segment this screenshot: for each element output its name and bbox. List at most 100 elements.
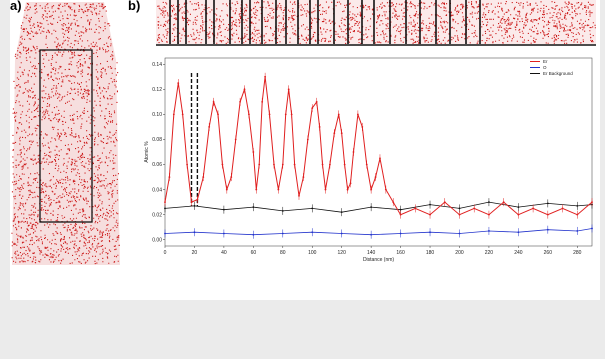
series-0-point-62 bbox=[488, 213, 490, 216]
strip-dot-cloud bbox=[157, 1, 596, 44]
series-0-point-14 bbox=[230, 176, 233, 178]
series-0-point-28 bbox=[284, 113, 287, 116]
y-tick-label-4: 0.08 bbox=[152, 137, 162, 143]
series-0-point-34 bbox=[306, 138, 309, 141]
x-tick-label-7: 140 bbox=[367, 250, 376, 256]
region-of-interest-box bbox=[39, 49, 93, 223]
series-0-point-7 bbox=[196, 198, 199, 201]
series-0-point-33 bbox=[302, 176, 305, 178]
legend-label-1: O bbox=[543, 65, 547, 70]
x-tick-label-6: 120 bbox=[338, 250, 347, 256]
series-0-point-42 bbox=[337, 113, 340, 116]
series-2-point-13 bbox=[546, 202, 549, 205]
series-0-point-22 bbox=[261, 100, 264, 103]
chart-axes: 0 20 40 60 80 100 120 140 160 180 200 220 240 260 280 0… bbox=[144, 57, 593, 263]
series-0-point-15 bbox=[234, 138, 237, 141]
series-0-point-8 bbox=[202, 176, 205, 178]
series-2-point-10 bbox=[458, 207, 461, 210]
series-0-point-10 bbox=[212, 100, 215, 103]
series-0-point-47 bbox=[352, 151, 355, 153]
series-2-point-0 bbox=[164, 207, 166, 210]
series-0-point-18 bbox=[248, 113, 250, 116]
y-tick-label-5: 0.10 bbox=[152, 112, 162, 118]
series-0-point-54 bbox=[384, 188, 387, 191]
series-0-point-53 bbox=[379, 157, 381, 160]
x-axis-title: Distance (nm) bbox=[363, 257, 394, 263]
x-tick-label-0: 0 bbox=[164, 250, 167, 256]
panel-a-label: a) bbox=[10, 0, 22, 13]
series-0-point-38 bbox=[321, 163, 324, 166]
series-0-point-43 bbox=[340, 132, 343, 135]
x-tick-label-4: 80 bbox=[280, 250, 286, 256]
series-0-point-36 bbox=[315, 100, 318, 103]
series-0-point-17 bbox=[243, 88, 246, 91]
atom-map-reconstruction bbox=[11, 2, 120, 265]
series-0-point-0 bbox=[164, 201, 166, 204]
series-line-1 bbox=[164, 228, 593, 236]
series-0-point-9 bbox=[208, 126, 211, 128]
series-0-point-4 bbox=[181, 113, 184, 116]
series-0-point-55 bbox=[392, 201, 395, 204]
series-2-point-14 bbox=[576, 204, 579, 207]
series-0-point-41 bbox=[333, 132, 336, 135]
series-0-point-45 bbox=[346, 188, 349, 191]
series-0-point-2 bbox=[172, 113, 175, 116]
series-0-point-26 bbox=[277, 188, 280, 191]
series-0-point-52 bbox=[374, 176, 377, 178]
series-0-point-21 bbox=[258, 163, 261, 166]
panel-b-label: b) bbox=[128, 0, 140, 13]
series-1-point-7 bbox=[370, 233, 373, 236]
series-0-point-35 bbox=[311, 107, 314, 110]
series-2-point-8 bbox=[399, 208, 402, 211]
series-0-point-3 bbox=[177, 82, 180, 84]
series-0-point-60 bbox=[458, 213, 461, 216]
series-0-point-24 bbox=[268, 113, 271, 116]
x-tick-label-5: 100 bbox=[308, 250, 317, 256]
x-tick-label-2: 40 bbox=[221, 250, 227, 256]
series-0-point-31 bbox=[293, 163, 296, 166]
legend-label-2: Er Background bbox=[543, 71, 573, 76]
strip-dots bbox=[157, 1, 596, 44]
x-tick-label-8: 160 bbox=[396, 250, 405, 256]
series-0-point-16 bbox=[239, 100, 241, 103]
series-0-point-49 bbox=[361, 126, 364, 128]
series-0-point-51 bbox=[370, 188, 373, 191]
x-tick-label-13: 260 bbox=[544, 250, 553, 256]
y-tick-label-3: 0.06 bbox=[152, 162, 162, 168]
series-0-point-56 bbox=[399, 213, 402, 216]
y-tick-label-7: 0.14 bbox=[152, 62, 162, 68]
series-0-point-30 bbox=[290, 113, 293, 116]
series-0-point-37 bbox=[318, 126, 321, 128]
series-0-point-13 bbox=[225, 188, 228, 191]
series-2-point-7 bbox=[370, 206, 373, 209]
series-1-point-14 bbox=[576, 230, 579, 232]
series-1-point-13 bbox=[546, 228, 549, 231]
series-0-point-44 bbox=[343, 163, 346, 166]
series-0-point-11 bbox=[217, 113, 219, 116]
series-er bbox=[164, 72, 593, 219]
series-1-point-5 bbox=[311, 231, 314, 234]
series-0-point-69 bbox=[591, 201, 593, 204]
series-0-point-29 bbox=[287, 88, 290, 91]
series-0-point-19 bbox=[252, 151, 255, 153]
series-1-point-9 bbox=[429, 231, 431, 234]
x-tick-label-9: 180 bbox=[426, 250, 435, 256]
atom-dots bbox=[11, 3, 120, 265]
series-0-point-6 bbox=[190, 201, 193, 204]
series-er-background bbox=[164, 198, 593, 217]
series-0-point-63 bbox=[502, 201, 505, 204]
figure-svg: a) b) 0 20 40 60 80 100 120 140 160 180 200 220 240 2… bbox=[10, 0, 596, 265]
series-0-point-61 bbox=[473, 207, 476, 210]
series-0-point-50 bbox=[365, 163, 368, 166]
series-0-point-67 bbox=[561, 207, 564, 210]
x-tick-label-14: 280 bbox=[573, 250, 582, 256]
x-tick-label-11: 220 bbox=[485, 250, 494, 256]
series-line-0 bbox=[164, 76, 593, 216]
y-axis-title: Atomic % bbox=[144, 141, 150, 163]
atom-dot-cloud bbox=[11, 3, 120, 265]
chart-series bbox=[164, 72, 593, 239]
y-tick-label-2: 0.04 bbox=[152, 187, 162, 193]
series-2-point-2 bbox=[222, 208, 225, 211]
y-tick-label-6: 0.12 bbox=[152, 87, 162, 93]
